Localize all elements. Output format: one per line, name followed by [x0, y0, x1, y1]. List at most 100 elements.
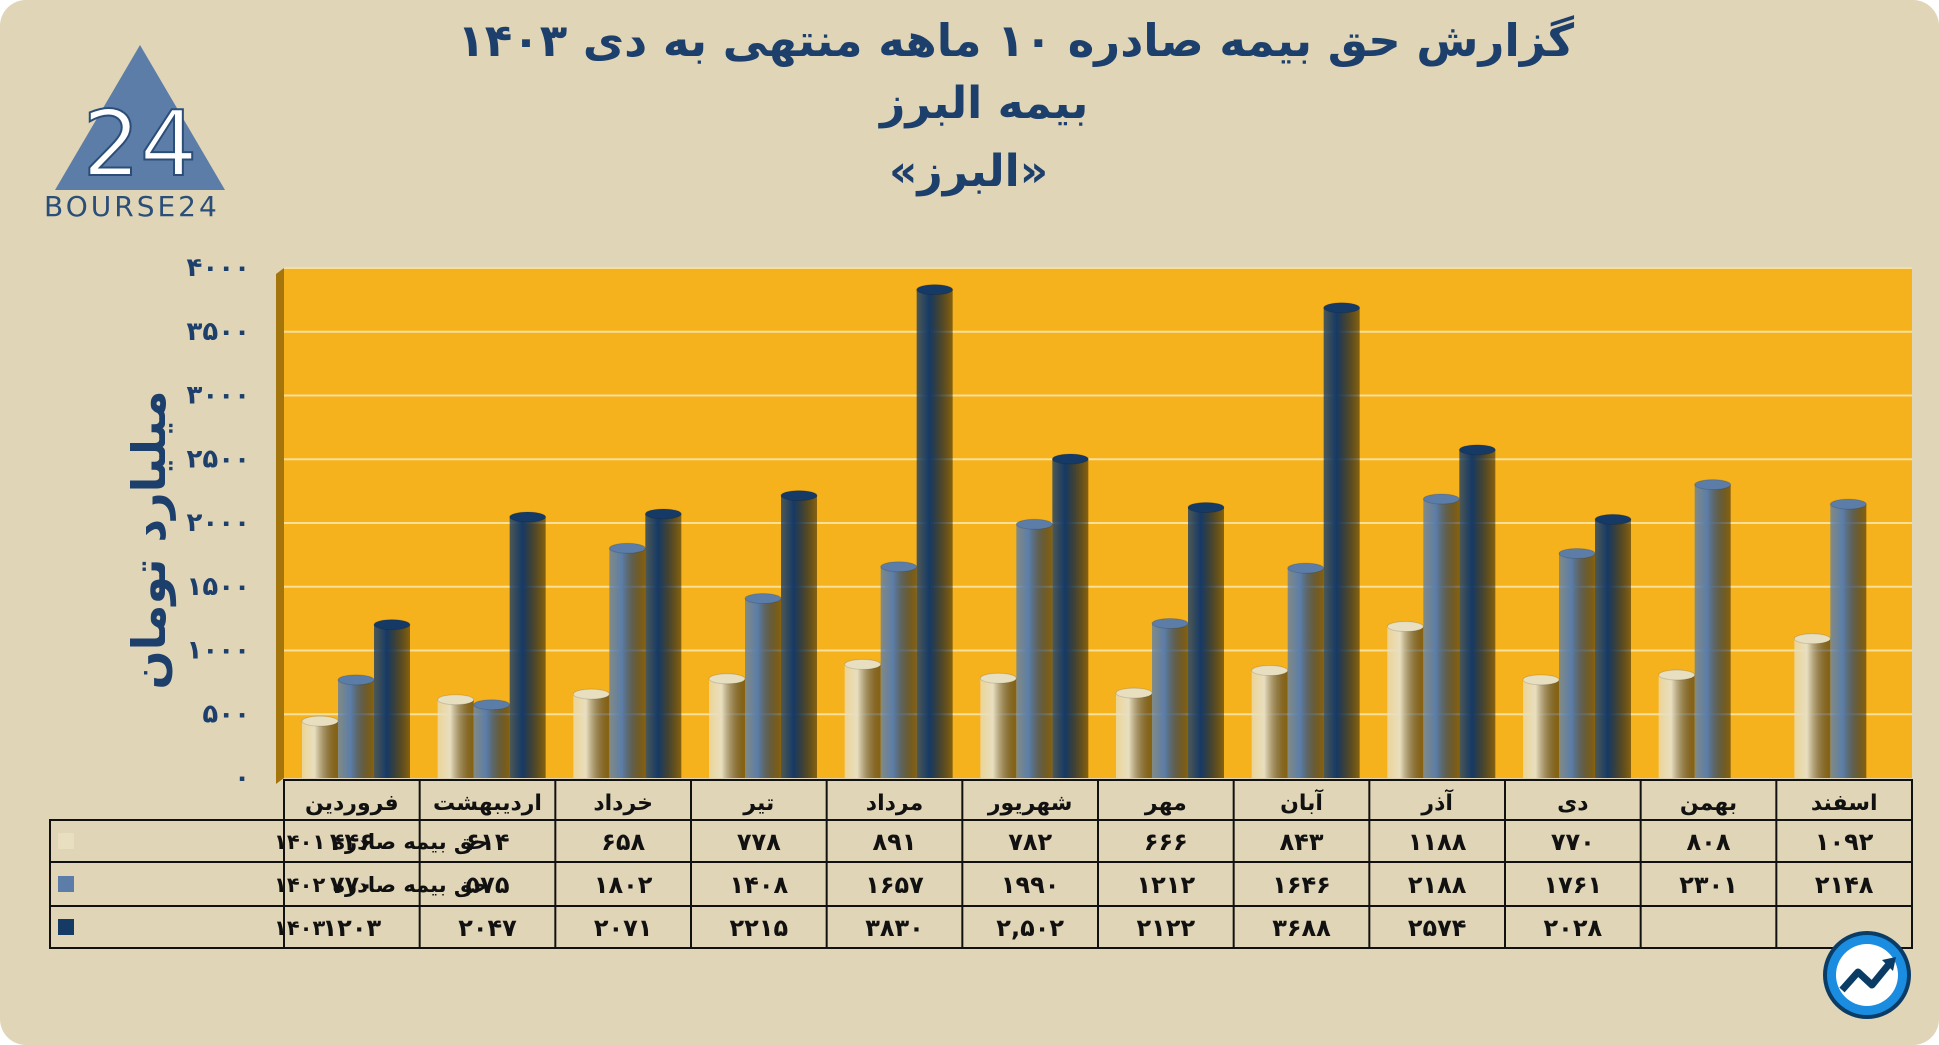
- bar-top: [1251, 665, 1289, 677]
- data-label: ۷۷۸: [737, 828, 781, 856]
- data-label: ۵۷۵: [466, 871, 510, 899]
- bar: [473, 704, 510, 778]
- data-label: ۲۱۴۸: [1815, 871, 1874, 899]
- bar-top: [572, 688, 610, 700]
- logo-mark: 24: [83, 92, 198, 197]
- bar-top: [1151, 617, 1189, 629]
- data-label: ۸۰۸: [1687, 828, 1731, 856]
- data-label: ۱۱۸۸: [1408, 828, 1467, 856]
- y-tick-label: ۵۰۰: [202, 699, 250, 729]
- data-label: ۶۱۴: [466, 828, 510, 856]
- bar-top: [644, 508, 682, 520]
- bar-top: [1458, 444, 1496, 456]
- company-symbol: «البرز»: [889, 146, 1049, 197]
- bar: [1830, 504, 1867, 778]
- chart-subtitle: بیمه البرز: [880, 78, 1089, 129]
- bar-top: [1594, 513, 1632, 525]
- bar-top: [1694, 479, 1732, 491]
- bar: [1052, 458, 1089, 778]
- data-label: ۱۴۰۸: [730, 871, 789, 899]
- bar: [374, 624, 410, 778]
- bar-top: [1522, 674, 1560, 686]
- bar-top: [1187, 501, 1225, 513]
- data-label: ۱۶۵۷: [865, 871, 924, 899]
- y-tick-label: ۰: [234, 763, 250, 793]
- data-label: ۴۴۶: [330, 828, 374, 856]
- bar-top: [708, 673, 746, 685]
- data-table: فروردین اردیبهشت خرداد تیر مرداد شهریور مهر آبا…: [49, 779, 1913, 949]
- bar-top: [373, 619, 411, 631]
- category-label: بهمن: [1680, 791, 1737, 816]
- data-label: ۱۲۰۳: [323, 914, 382, 942]
- bar-top: [780, 490, 818, 502]
- bar: [509, 517, 546, 778]
- data-label: ۸۴۳: [1280, 828, 1324, 856]
- y-tick-label: ۱۵۰۰: [187, 572, 250, 602]
- data-label: ۲۰۷۱: [594, 914, 653, 942]
- trend-up-circle-icon: [1823, 931, 1911, 1019]
- bar: [1188, 507, 1224, 778]
- legend-swatch: [58, 833, 74, 849]
- data-label: ۱۹۹۰: [1001, 871, 1060, 899]
- data-label: ۱۲۱۲: [1137, 871, 1196, 899]
- data-label: ۱۰۹۲: [1815, 828, 1874, 856]
- bar: [916, 289, 953, 778]
- legend-swatch: [58, 919, 74, 935]
- data-label: ۲۰۲۸: [1544, 914, 1603, 942]
- bar: [1287, 568, 1324, 778]
- series-label: ۱۴۰۳: [274, 916, 325, 940]
- y-tick-label: ۲۵۰۰: [187, 444, 250, 474]
- data-label: ۲۰۴۷: [458, 914, 517, 942]
- data-label: ۳۸۳۰: [865, 914, 924, 942]
- category-label: مهر: [1144, 791, 1187, 816]
- data-label: ۲۲۱۵: [730, 914, 789, 942]
- bar-top: [844, 658, 882, 670]
- bar-top: [1323, 302, 1361, 314]
- bar: [980, 678, 1017, 778]
- category-label: دی: [1557, 791, 1588, 816]
- bar-top: [473, 699, 511, 711]
- bar-top: [1793, 633, 1831, 645]
- bar: [1523, 679, 1559, 778]
- category-label: شهریور: [987, 791, 1073, 816]
- category-label: اسفند: [1811, 791, 1878, 816]
- bar: [1387, 626, 1424, 778]
- bar: [302, 721, 338, 778]
- data-label: ۷۷۰: [330, 871, 374, 899]
- y-axis-label: میلیارد تومان: [122, 390, 176, 689]
- data-label: ۱۶۴۶: [1272, 871, 1331, 899]
- bar-top: [301, 715, 339, 727]
- bar: [1459, 449, 1496, 778]
- data-label: ۲۵۷۴: [1408, 914, 1467, 942]
- y-tick-label: ۱۰۰۰: [187, 636, 250, 666]
- bar-top: [916, 284, 954, 296]
- data-label: ۲۳۰۱: [1679, 871, 1738, 899]
- bar: [1794, 638, 1831, 778]
- data-label: ۶۶۶: [1144, 828, 1188, 856]
- data-label: ۲,۵۰۲: [996, 914, 1064, 942]
- table-body: [49, 819, 1913, 949]
- bar-top: [1015, 518, 1053, 530]
- bar: [1323, 307, 1360, 778]
- data-label: ۷۷۰: [1551, 828, 1595, 856]
- category-label: خرداد: [593, 791, 653, 816]
- data-label: ۲۱۲۲: [1137, 914, 1196, 942]
- y-tick-label: ۳۵۰۰: [187, 317, 250, 347]
- bar-top: [1287, 562, 1325, 574]
- plot-side-wall: [276, 268, 284, 784]
- logo-text: BOURSE24: [44, 190, 220, 223]
- y-tick-label: ۲۰۰۰: [187, 508, 250, 538]
- bar-top: [880, 561, 918, 573]
- bar-top: [1115, 687, 1153, 699]
- bar-top: [1422, 493, 1460, 505]
- bar-top: [437, 694, 475, 706]
- category-label: آذر: [1420, 788, 1453, 816]
- y-tick-label: ۳۰۰۰: [187, 381, 250, 411]
- bar-top: [1558, 547, 1596, 559]
- bar: [745, 598, 781, 778]
- bar-top: [608, 542, 646, 554]
- legend-swatch: [58, 876, 74, 892]
- category-label: آبان: [1280, 788, 1323, 816]
- data-label: ۲۱۸۸: [1408, 871, 1467, 899]
